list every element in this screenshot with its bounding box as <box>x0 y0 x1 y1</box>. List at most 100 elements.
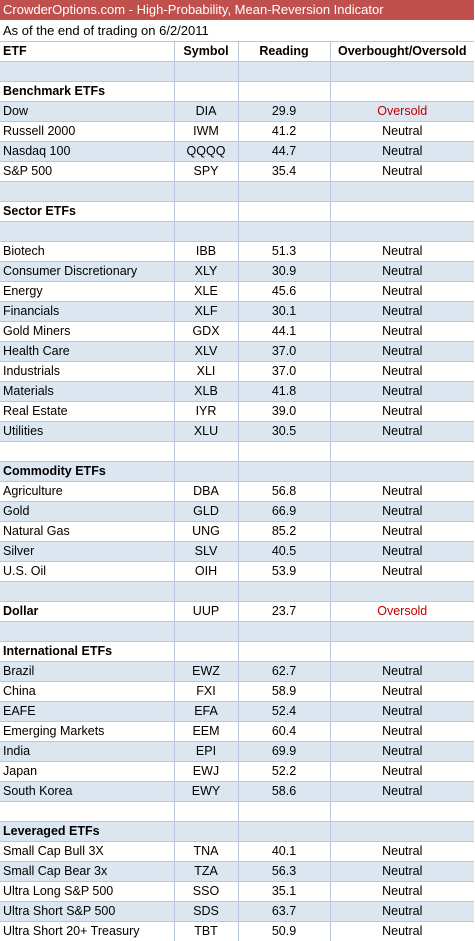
spacer-row <box>0 621 474 642</box>
etf-row: Nasdaq 100 QQQQ 44.7 Neutral <box>0 141 474 162</box>
etf-row: Real Estate IYR 39.0 Neutral <box>0 401 474 422</box>
reading-cell: 23.7 <box>238 601 331 622</box>
section-title: Leveraged ETFs <box>0 821 175 842</box>
etf-row: Ultra Short 20+ Treasury TBT 50.9 Neutral <box>0 921 474 941</box>
etf-name-cell: Materials <box>0 381 175 402</box>
status-cell: Neutral <box>330 241 474 262</box>
spacer-cell <box>330 801 474 822</box>
etf-row: Small Cap Bear 3x TZA 56.3 Neutral <box>0 861 474 882</box>
symbol-cell: XLY <box>174 261 239 282</box>
spacer-cell <box>174 801 239 822</box>
status-cell: Neutral <box>330 881 474 902</box>
etf-name-cell: Ultra Long S&P 500 <box>0 881 175 902</box>
symbol-cell: GDX <box>174 321 239 342</box>
symbol-cell: XLF <box>174 301 239 322</box>
etf-row: U.S. Oil OIH 53.9 Neutral <box>0 561 474 582</box>
reading-cell: 41.2 <box>238 121 331 142</box>
etf-name-cell: Energy <box>0 281 175 302</box>
spacer-cell <box>330 181 474 202</box>
etf-row: Gold GLD 66.9 Neutral <box>0 501 474 522</box>
reading-cell: 40.5 <box>238 541 331 562</box>
etf-row: Utilities XLU 30.5 Neutral <box>0 421 474 442</box>
section-header-row: International ETFs <box>0 641 474 662</box>
status-cell: Neutral <box>330 361 474 382</box>
spacer-row <box>0 181 474 202</box>
status-cell: Neutral <box>330 161 474 182</box>
empty-cell <box>238 201 331 222</box>
etf-row: Energy XLE 45.6 Neutral <box>0 281 474 302</box>
etf-row: South Korea EWY 58.6 Neutral <box>0 781 474 802</box>
symbol-cell: EFA <box>174 701 239 722</box>
empty-cell <box>238 641 331 662</box>
etf-name-cell: Dow <box>0 101 175 122</box>
status-cell: Oversold <box>330 601 474 622</box>
etf-row: Health Care XLV 37.0 Neutral <box>0 341 474 362</box>
spacer-cell <box>330 441 474 462</box>
status-cell: Neutral <box>330 381 474 402</box>
status-cell: Neutral <box>330 401 474 422</box>
empty-cell <box>238 461 331 482</box>
reading-cell: 52.2 <box>238 761 331 782</box>
empty-cell <box>330 81 474 102</box>
etf-name-cell: Utilities <box>0 421 175 442</box>
as-of-date: As of the end of trading on 6/2/2011 <box>0 21 474 41</box>
reading-cell: 62.7 <box>238 661 331 682</box>
status-cell: Neutral <box>330 701 474 722</box>
etf-name-cell: Industrials <box>0 361 175 382</box>
etf-name-cell: Brazil <box>0 661 175 682</box>
section-title: Dollar <box>0 601 175 622</box>
reading-cell: 56.8 <box>238 481 331 502</box>
spacer-cell <box>0 441 175 462</box>
status-cell: Neutral <box>330 661 474 682</box>
reading-cell: 66.9 <box>238 501 331 522</box>
reading-cell: 35.4 <box>238 161 331 182</box>
etf-table-body: ETF Symbol Reading Overbought/Oversold B… <box>0 41 474 941</box>
spacer-cell <box>0 621 175 642</box>
etf-row: Ultra Long S&P 500 SSO 35.1 Neutral <box>0 881 474 902</box>
etf-name-cell: Consumer Discretionary <box>0 261 175 282</box>
spacer-cell <box>0 181 175 202</box>
section-title: Sector ETFs <box>0 201 175 222</box>
symbol-cell: SDS <box>174 901 239 922</box>
etf-table: ETF Symbol Reading Overbought/Oversold B… <box>0 41 474 941</box>
empty-cell <box>174 641 239 662</box>
column-header-symbol: Symbol <box>174 41 239 62</box>
etf-row: Biotech IBB 51.3 Neutral <box>0 241 474 262</box>
symbol-cell: TZA <box>174 861 239 882</box>
status-cell: Neutral <box>330 901 474 922</box>
spacer-cell <box>330 581 474 602</box>
etf-row: S&P 500 SPY 35.4 Neutral <box>0 161 474 182</box>
etf-name-cell: Small Cap Bear 3x <box>0 861 175 882</box>
spacer-cell <box>238 61 331 82</box>
symbol-cell: IYR <box>174 401 239 422</box>
reading-cell: 58.6 <box>238 781 331 802</box>
symbol-cell: XLI <box>174 361 239 382</box>
symbol-cell: EWY <box>174 781 239 802</box>
etf-name-cell: South Korea <box>0 781 175 802</box>
empty-cell <box>174 821 239 842</box>
symbol-cell: XLE <box>174 281 239 302</box>
etf-row: Natural Gas UNG 85.2 Neutral <box>0 521 474 542</box>
reading-cell: 45.6 <box>238 281 331 302</box>
etf-row: Russell 2000 IWM 41.2 Neutral <box>0 121 474 142</box>
symbol-cell: GLD <box>174 501 239 522</box>
reading-cell: 53.9 <box>238 561 331 582</box>
column-header-status: Overbought/Oversold <box>330 41 474 62</box>
status-cell: Neutral <box>330 721 474 742</box>
empty-cell <box>330 461 474 482</box>
section-header-row: Benchmark ETFs <box>0 81 474 102</box>
etf-row: Dow DIA 29.9 Oversold <box>0 101 474 122</box>
status-cell: Neutral <box>330 521 474 542</box>
etf-name-cell: Real Estate <box>0 401 175 422</box>
spacer-cell <box>174 581 239 602</box>
symbol-cell: QQQQ <box>174 141 239 162</box>
section-header-row: Dollar UUP 23.7 Oversold <box>0 601 474 622</box>
etf-name-cell: India <box>0 741 175 762</box>
status-cell: Neutral <box>330 841 474 862</box>
spacer-row <box>0 581 474 602</box>
symbol-cell: IBB <box>174 241 239 262</box>
empty-cell <box>238 821 331 842</box>
symbol-cell: EWZ <box>174 661 239 682</box>
etf-name-cell: Gold Miners <box>0 321 175 342</box>
